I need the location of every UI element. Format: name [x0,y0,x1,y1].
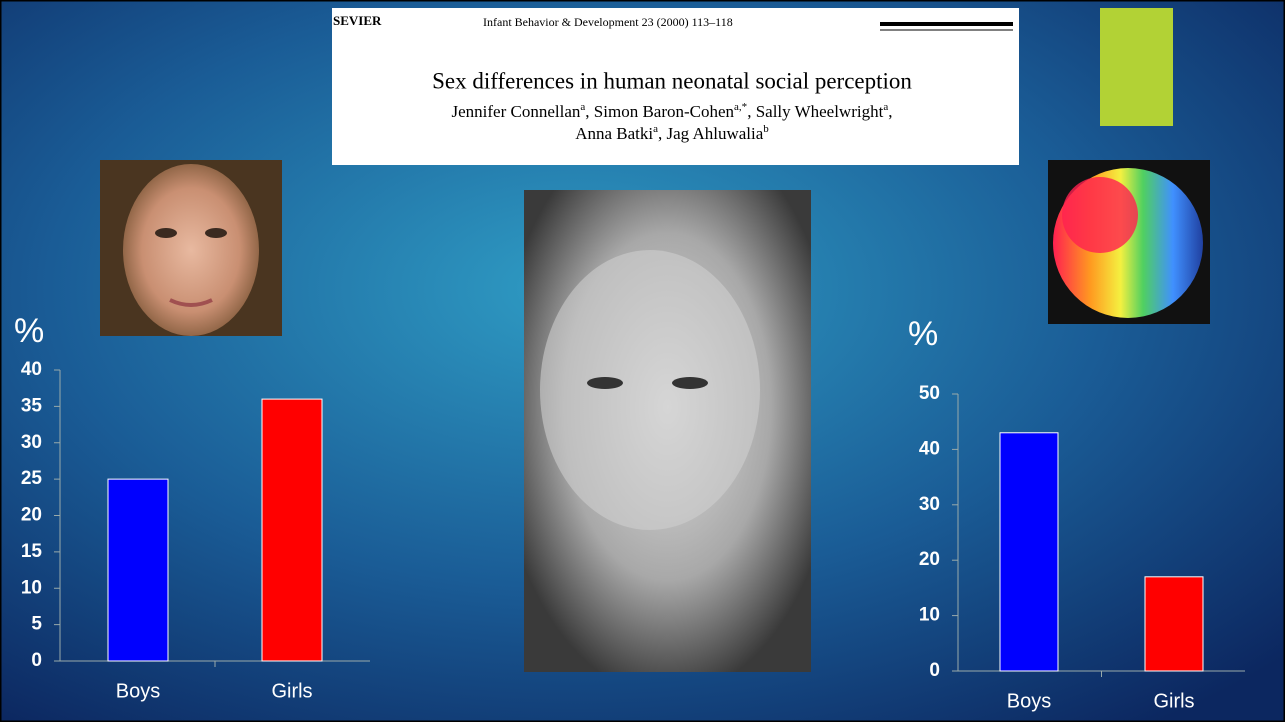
y-tick-label: 40 [919,438,940,459]
baby-photo [524,190,811,672]
y-tick-label: 0 [31,650,42,671]
author-affiliation: a [883,101,888,113]
y-tick-label: 35 [21,395,43,416]
author-name: Simon Baron-Cohen [594,102,735,121]
bar [107,478,169,662]
x-tick-label: Boys [116,680,160,702]
author-name: Jennifer Connellan [452,102,581,121]
y-tick-label: 15 [21,541,43,562]
paper-title: Sex differences in human neonatal social… [432,68,912,93]
author-affiliation: a [653,123,658,135]
y-tick-label: 40 [21,359,42,380]
author-affiliation: b [763,123,769,135]
y-tick-label: 20 [919,549,940,570]
y-axis-label: % [908,315,938,353]
y-tick-label: 20 [21,505,42,526]
author-affiliation: a,* [734,101,747,113]
y-tick-label: 10 [919,605,940,626]
bar [999,432,1059,672]
publisher: SEVIER [333,13,382,28]
y-tick-label: 25 [21,468,43,489]
journal: Infant Behavior & Development 23 (2000) … [483,15,733,29]
x-tick-label: Boys [1007,690,1051,712]
bar [1144,576,1204,672]
y-tick-label: 5 [31,614,42,635]
author-line: Anna Batkia, Jag Ahluwaliab [575,123,769,143]
accent-block [1100,8,1173,126]
author-separator: , [658,124,662,143]
y-tick-label: 0 [929,660,940,681]
x-tick-label: Girls [271,680,312,702]
y-tick-label: 30 [919,494,940,515]
author-separator: , [585,102,589,121]
author-affiliation: a [580,101,585,113]
y-axis-label: % [14,312,44,350]
author-separator: , [747,102,751,121]
ball-photo [1048,160,1210,324]
paper-header [332,8,1019,165]
author-line: Jennifer Connellana, Simon Baron-Cohena,… [452,101,893,121]
authors: Jennifer Connellana, Simon Baron-Cohena,… [452,101,893,143]
y-tick-label: 10 [21,577,42,598]
bar [261,398,323,662]
face-photo [100,160,282,336]
y-tick-label: 50 [919,383,940,404]
author-separator: , [888,102,892,121]
author-name: Jag Ahluwalia [667,124,764,143]
x-tick-label: Girls [1153,690,1194,712]
y-tick-label: 30 [21,432,42,453]
author-name: Anna Batki [575,124,653,143]
author-name: Sally Wheelwright [756,102,884,121]
